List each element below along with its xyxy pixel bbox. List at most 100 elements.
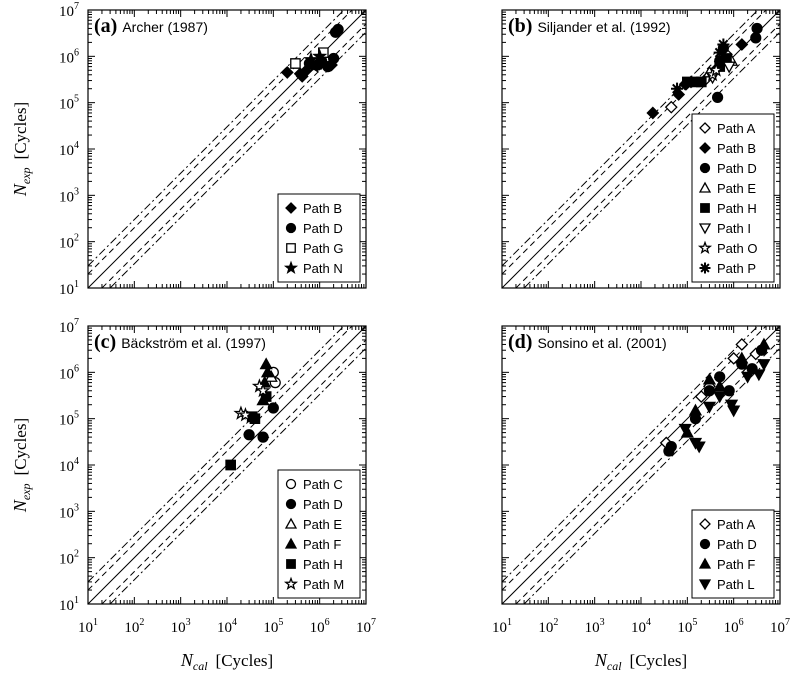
x-tick-label: 107 [356, 617, 376, 636]
reference-lines [502, 326, 780, 604]
equality-line [502, 326, 780, 604]
reference-lines [88, 326, 366, 604]
legend-marker [284, 517, 298, 529]
data-point [664, 100, 678, 114]
data-point [255, 382, 271, 398]
panel-label: (b) Siljander et al. (1992) [508, 15, 671, 37]
y-tick-label: 105 [59, 94, 79, 113]
data-point [741, 371, 755, 384]
data-point [328, 52, 340, 65]
legend-marker [697, 240, 713, 255]
legend-marker [283, 260, 299, 275]
legend-label: Path H [303, 557, 343, 572]
legend-label: Path D [303, 221, 343, 236]
legend-label: Path B [303, 201, 342, 216]
y-tick-label: 106 [59, 47, 79, 66]
axis-ticks [88, 326, 366, 604]
y-tick-label: 107 [59, 1, 79, 20]
data-point [260, 365, 275, 378]
legend-label: Path F [303, 537, 341, 552]
y-tick-label: 104 [59, 140, 79, 159]
legend-label: Path C [303, 477, 343, 492]
scatter-band-line [523, 347, 780, 604]
data-point [717, 38, 730, 51]
panel-label: (a) Archer (1987) [94, 15, 208, 37]
scatter-band-line [109, 347, 366, 604]
legend: Path A Path B Path D Path E Path H Path I Path… [691, 113, 775, 283]
y-axis-title: Nexp[Cycles] [10, 102, 33, 197]
scatter-band-line [502, 326, 767, 591]
legend: Path C Path D Path E Path F Path H Path M [277, 469, 361, 599]
scatter-band-line [502, 10, 767, 275]
legend-marker [698, 181, 712, 193]
data-point [727, 405, 741, 418]
y-tick-label: 101 [59, 279, 79, 298]
legend-marker [699, 518, 711, 530]
legend-marker [698, 557, 712, 569]
scatter-band-line [523, 31, 780, 288]
data-points [646, 22, 763, 120]
data-point [750, 32, 762, 44]
legend-marker [699, 122, 711, 134]
legend-marker [285, 202, 297, 214]
data-point [727, 351, 741, 365]
axis-ticks [502, 10, 780, 288]
data-point [692, 441, 706, 454]
legend-label: Path F [717, 557, 755, 572]
data-point [722, 61, 736, 74]
y-tick-label: 102 [59, 233, 79, 252]
y-tick-label: 106 [59, 363, 79, 382]
data-point [713, 46, 726, 59]
data-point [309, 55, 326, 70]
legend-marker [286, 243, 296, 253]
axis-ticks [88, 10, 366, 288]
legend-label: Path I [717, 221, 751, 236]
legend-label: Path D [717, 537, 757, 552]
data-point [735, 351, 749, 364]
legend-marker [286, 559, 296, 569]
legend-label: Path O [717, 241, 757, 256]
data-point [259, 357, 273, 370]
legend-marker [284, 537, 298, 549]
scatter-band-line [101, 23, 366, 288]
y-tick-label: 105 [59, 410, 79, 429]
x-tick-label: 102 [124, 617, 144, 636]
data-point [678, 423, 692, 436]
data-point [711, 91, 724, 103]
legend-marker [699, 538, 711, 550]
data-point [702, 401, 717, 414]
scatter-band-line [502, 326, 759, 583]
data-point [735, 38, 749, 51]
scatter-band-line [88, 326, 345, 583]
data-point [688, 403, 703, 416]
legend-label: Path N [303, 261, 343, 276]
x-tick-label: 103 [585, 617, 605, 636]
data-point [280, 65, 294, 79]
reference-lines [502, 10, 780, 288]
data-point [243, 429, 255, 441]
legend-marker [285, 498, 297, 510]
scatter-band-line [515, 339, 780, 604]
data-point [751, 22, 763, 35]
legend-label: Path H [717, 201, 757, 216]
data-point [724, 399, 739, 412]
x-tick-label: 106 [310, 617, 330, 636]
data-point [670, 82, 684, 95]
legend: Path A Path D Path F Path L [691, 509, 775, 599]
legend-marker [698, 579, 712, 591]
x-tick-label: 103 [171, 617, 191, 636]
data-point [249, 413, 261, 424]
scatter-band-line [88, 10, 345, 267]
data-point [757, 359, 771, 372]
data-point [713, 379, 727, 392]
y-tick-label: 101 [59, 595, 79, 614]
legend-marker [699, 162, 711, 174]
data-points [225, 357, 281, 471]
data-point [646, 106, 660, 120]
legend-label: Path B [717, 141, 756, 156]
data-point [257, 431, 269, 443]
x-axis-title: Ncal [Cycles] [594, 650, 687, 673]
data-point [694, 390, 708, 403]
legend-label: Path G [303, 241, 343, 256]
data-points [280, 23, 344, 83]
